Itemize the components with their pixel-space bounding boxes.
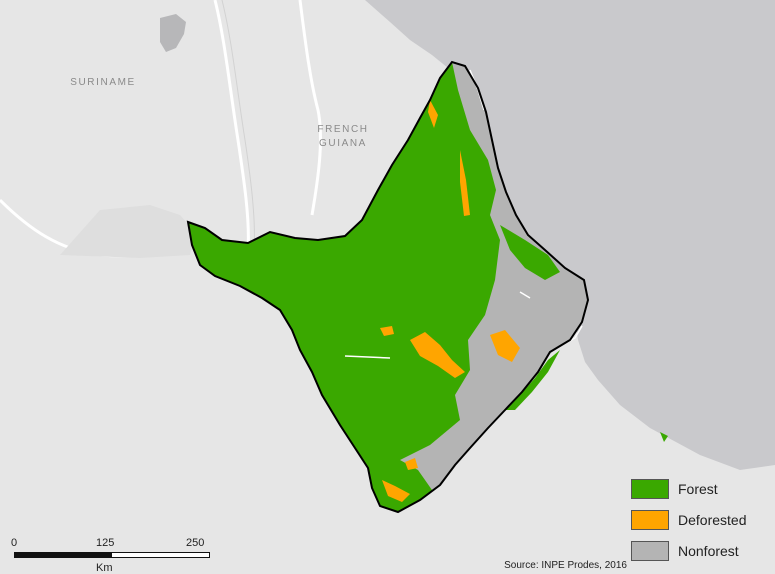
country-border bbox=[298, 0, 322, 216]
scale-unit: Km bbox=[96, 562, 113, 574]
legend: Forest Deforested Nonforest bbox=[631, 474, 761, 567]
country-border bbox=[213, 0, 250, 251]
forest-area bbox=[505, 350, 560, 410]
legend-label: Nonforest bbox=[678, 543, 739, 559]
forest-area bbox=[188, 62, 500, 512]
deforested-areas bbox=[380, 100, 520, 502]
label-french-guiana: FRENCH GUIANA bbox=[317, 124, 369, 149]
legend-label: Forest bbox=[678, 481, 718, 497]
scale-bar: 0 125 250 Km bbox=[11, 537, 210, 574]
scale-bar-graphic bbox=[14, 552, 210, 558]
source-credit: Source: INPE Prodes, 2016 bbox=[504, 560, 627, 571]
amapa-border bbox=[186, 60, 590, 514]
forest-area bbox=[660, 432, 668, 442]
legend-label: Deforested bbox=[678, 512, 747, 528]
scale-tick-label: 250 bbox=[186, 537, 205, 549]
legend-item-nonforest: Nonforest bbox=[631, 536, 761, 566]
legend-swatch bbox=[631, 510, 669, 530]
atlantic-ocean bbox=[365, 0, 775, 470]
label-suriname: SURINAME bbox=[70, 77, 136, 88]
legend-item-deforested: Deforested bbox=[631, 505, 761, 535]
legend-item-forest: Forest bbox=[631, 474, 761, 504]
country-border bbox=[221, 0, 255, 251]
city-area bbox=[160, 14, 186, 52]
scale-tick-label: 125 bbox=[96, 537, 115, 549]
region-shade bbox=[60, 205, 195, 258]
legend-swatch bbox=[631, 479, 669, 499]
scale-tick-label: 0 bbox=[11, 537, 18, 549]
forest-area bbox=[500, 225, 560, 280]
legend-swatch bbox=[631, 541, 669, 561]
